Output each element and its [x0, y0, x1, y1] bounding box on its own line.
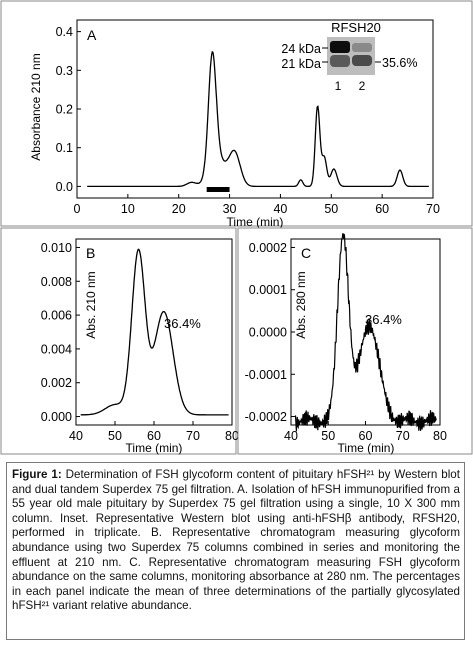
panel-c-x-ticks: 40 50 60 70 80 [284, 421, 447, 443]
x-tick-label: 0 [74, 202, 81, 216]
panel-b-y-ticks: 0.000 0.002 0.004 0.006 0.008 0.010 [41, 241, 80, 424]
panel-a-plot-frame [76, 19, 434, 199]
y-tick-label: 0.0000 [249, 326, 287, 340]
x-tick-label: 70 [186, 429, 200, 443]
figure-caption: Figure 1: Determination of FSH glycoform… [12, 468, 460, 614]
panel-c-label: C [301, 245, 311, 261]
x-tick-label: 20 [172, 202, 186, 216]
y-tick-label: 0.002 [41, 376, 72, 390]
western-blot-inset: RFSH20 24 kDa 21 kDa 35.6% 1 2 [281, 20, 417, 93]
y-tick-label: 0.3 [56, 64, 73, 78]
y-tick-label: -0.0001 [245, 368, 287, 382]
x-tick-label: 80 [433, 429, 447, 443]
x-tick-label: 50 [321, 429, 335, 443]
y-tick-label: -0.0002 [245, 410, 287, 424]
panel-c-y-ticks: 0.0002 0.0001 0.0000 -0.0001 -0.0002 [245, 241, 295, 424]
panel-b-label: B [86, 245, 95, 261]
x-tick-label: 40 [284, 429, 298, 443]
y-tick-label: 0.010 [41, 241, 72, 255]
panel-b: B 0.000 0.002 0.004 0.006 0.008 0.010 40 50 60 7… [0, 227, 239, 455]
panel-b-percent: 36.4% [164, 316, 201, 331]
panel-b-x-ticks: 40 50 60 70 80 [69, 421, 239, 443]
y-tick-label: 0.4 [56, 25, 73, 39]
blot-band-lane2-24kda [352, 43, 372, 52]
panel-a-label: A [87, 27, 97, 43]
x-tick-label: 40 [273, 202, 287, 216]
panel-c-y-label: Abs. 280 nm [294, 271, 308, 338]
y-tick-label: 0.004 [41, 342, 72, 356]
y-tick-label: 0.1 [56, 141, 73, 155]
panel-a-trace [87, 50, 429, 188]
y-tick-label: 0.0001 [249, 283, 287, 297]
panel-a: A 0.0 0.1 0.2 0.3 0.4 0 10 20 30 40 50 60 70 Time (… [0, 0, 473, 229]
panel-b-frame [0, 227, 237, 455]
y-tick-label: 0.0002 [249, 241, 287, 255]
x-tick-label: 60 [375, 202, 389, 216]
y-tick-label: 0.0 [56, 180, 73, 194]
panel-b-y-label: Abs. 210 nm [84, 271, 98, 338]
panel-b-x-label: Time (min) [126, 441, 183, 455]
x-tick-label: 80 [225, 429, 239, 443]
panel-c-percent: 36.4% [365, 312, 402, 327]
y-tick-label: 0.2 [56, 103, 73, 117]
x-tick-label: 60 [147, 429, 161, 443]
inset-percent: 35.6% [382, 56, 417, 70]
panel-c-trace [294, 233, 437, 432]
panel-a-collection-bar [206, 187, 230, 192]
band-label-21kda: 21 kDa [281, 57, 321, 71]
x-tick-label: 10 [121, 202, 135, 216]
blot-band-lane1-24kda [330, 41, 350, 53]
inset-title: RFSH20 [331, 20, 381, 35]
panel-c: C 0.0002 0.0001 0.0000 -0.0001 -0.0002 40 50 6… [237, 227, 473, 455]
panel-b-trace [80, 248, 229, 416]
panel-b-plot-frame [75, 238, 233, 426]
caption-box [6, 462, 465, 640]
band-label-24kda: 24 kDa [281, 42, 321, 56]
blot-band-lane2-21kda [352, 55, 372, 66]
panel-a-x-label: Time (min) [227, 215, 284, 229]
panel-a-frame [0, 0, 473, 227]
lane-label-1: 1 [335, 79, 342, 93]
y-tick-label: 0.000 [41, 410, 72, 424]
x-tick-label: 50 [108, 429, 122, 443]
lane-label-2: 2 [359, 79, 366, 93]
x-tick-label: 50 [324, 202, 338, 216]
panel-a-y-ticks: 0.0 0.1 0.2 0.3 0.4 [56, 25, 81, 194]
panel-c-frame [237, 227, 473, 455]
blot-band-lane1-21kda [330, 55, 350, 67]
x-tick-label: 60 [359, 429, 373, 443]
panel-a-x-ticks: 0 10 20 30 40 50 60 70 [74, 194, 440, 216]
x-tick-label: 40 [69, 429, 83, 443]
panel-c-x-label: Time (min) [338, 441, 395, 455]
x-tick-label: 70 [396, 429, 410, 443]
caption-text: Determination of FSH glycoform content o… [12, 468, 460, 613]
caption-lead: Figure 1: [12, 468, 62, 481]
x-tick-label: 30 [223, 202, 237, 216]
y-tick-label: 0.006 [41, 309, 72, 323]
y-tick-label: 0.008 [41, 275, 72, 289]
x-tick-label: 70 [426, 202, 440, 216]
panel-a-y-label: Absorbance 210 nm [29, 53, 43, 160]
